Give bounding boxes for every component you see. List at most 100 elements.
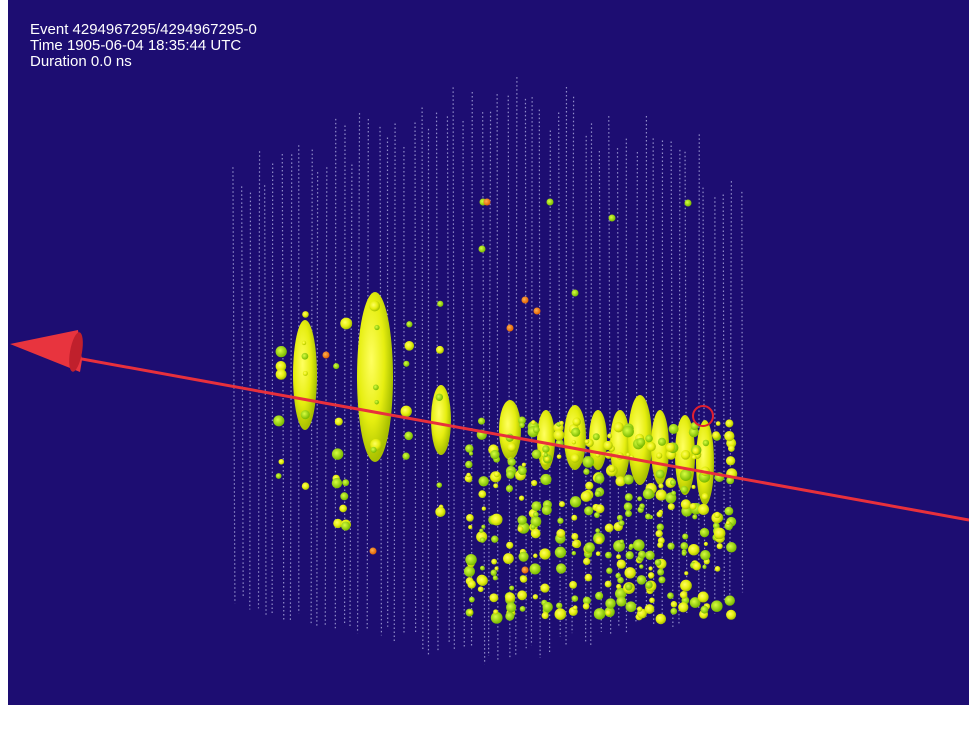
hit	[539, 548, 551, 560]
hit	[617, 576, 624, 584]
hit	[583, 557, 591, 566]
hit	[490, 513, 503, 526]
hit	[702, 439, 710, 447]
hit	[542, 601, 553, 613]
hit	[703, 541, 708, 546]
hit	[692, 447, 700, 455]
hit	[585, 481, 594, 490]
hit	[616, 559, 626, 569]
hit	[714, 511, 721, 519]
hit	[480, 565, 485, 571]
hit	[481, 524, 486, 529]
hit	[340, 492, 349, 501]
hit	[593, 608, 606, 620]
hit-early	[521, 296, 529, 304]
hit	[656, 523, 664, 531]
hit	[654, 559, 662, 566]
hit	[571, 289, 579, 297]
hit	[594, 473, 605, 484]
hit	[711, 600, 723, 612]
hit	[724, 595, 735, 606]
event-duration: Duration 0.0 ns	[30, 53, 132, 70]
hit	[667, 503, 675, 511]
hit	[626, 452, 631, 457]
hit	[491, 535, 499, 543]
hit	[302, 370, 308, 376]
hit	[541, 505, 552, 516]
hit	[595, 551, 601, 557]
hit	[533, 553, 538, 559]
hit	[273, 415, 285, 427]
vertex-marker	[692, 405, 714, 427]
hit	[725, 419, 734, 428]
hit	[657, 541, 664, 549]
detector-string	[414, 122, 417, 633]
hit	[334, 417, 343, 426]
hit	[725, 520, 731, 526]
hit	[466, 514, 474, 522]
hit	[557, 517, 564, 524]
hit	[615, 476, 626, 487]
hit	[374, 400, 379, 405]
hit	[670, 607, 678, 615]
hit	[558, 501, 565, 508]
hit	[530, 516, 542, 527]
hit	[400, 405, 412, 417]
hit	[688, 427, 699, 438]
hit	[517, 515, 527, 525]
hit	[680, 499, 691, 510]
hit	[636, 606, 643, 612]
hit	[624, 493, 633, 502]
hit-early	[322, 351, 330, 359]
hit	[571, 514, 578, 521]
hit	[406, 321, 413, 328]
hit	[584, 542, 595, 553]
hit	[645, 513, 652, 520]
hit	[580, 490, 592, 502]
hit	[584, 506, 594, 516]
hit	[679, 469, 692, 481]
hit	[467, 580, 476, 589]
hit	[618, 520, 625, 527]
hit-early	[521, 566, 529, 574]
hit	[468, 524, 473, 530]
detector-string	[741, 191, 744, 593]
detector-string	[538, 109, 541, 659]
hit	[374, 324, 380, 331]
hit-early	[506, 324, 514, 332]
hit	[608, 214, 616, 222]
hit	[684, 199, 692, 207]
detector-string	[452, 87, 455, 651]
hit	[726, 609, 737, 620]
hit	[604, 523, 614, 533]
hit	[636, 437, 646, 447]
detector-string	[524, 98, 527, 649]
detector-string	[470, 91, 473, 647]
hit	[543, 452, 549, 458]
hit	[546, 198, 554, 206]
hit	[728, 445, 735, 452]
hit	[702, 564, 707, 569]
hit	[667, 542, 675, 550]
hit	[616, 514, 623, 521]
hit	[559, 420, 564, 426]
hit	[637, 496, 643, 502]
hit	[275, 368, 287, 380]
hit	[518, 495, 525, 501]
hit	[300, 410, 310, 420]
hit	[509, 585, 515, 591]
hit	[489, 593, 499, 603]
detector-string	[446, 116, 450, 642]
hit	[656, 511, 663, 518]
hit	[615, 587, 627, 600]
hit	[507, 457, 516, 467]
detector-string	[548, 130, 551, 653]
hit	[619, 539, 624, 545]
hit	[466, 472, 471, 478]
hit	[341, 521, 351, 531]
hit	[616, 583, 622, 590]
hit	[582, 602, 590, 610]
hit	[490, 569, 497, 576]
hit	[490, 449, 500, 460]
hit	[554, 608, 567, 620]
